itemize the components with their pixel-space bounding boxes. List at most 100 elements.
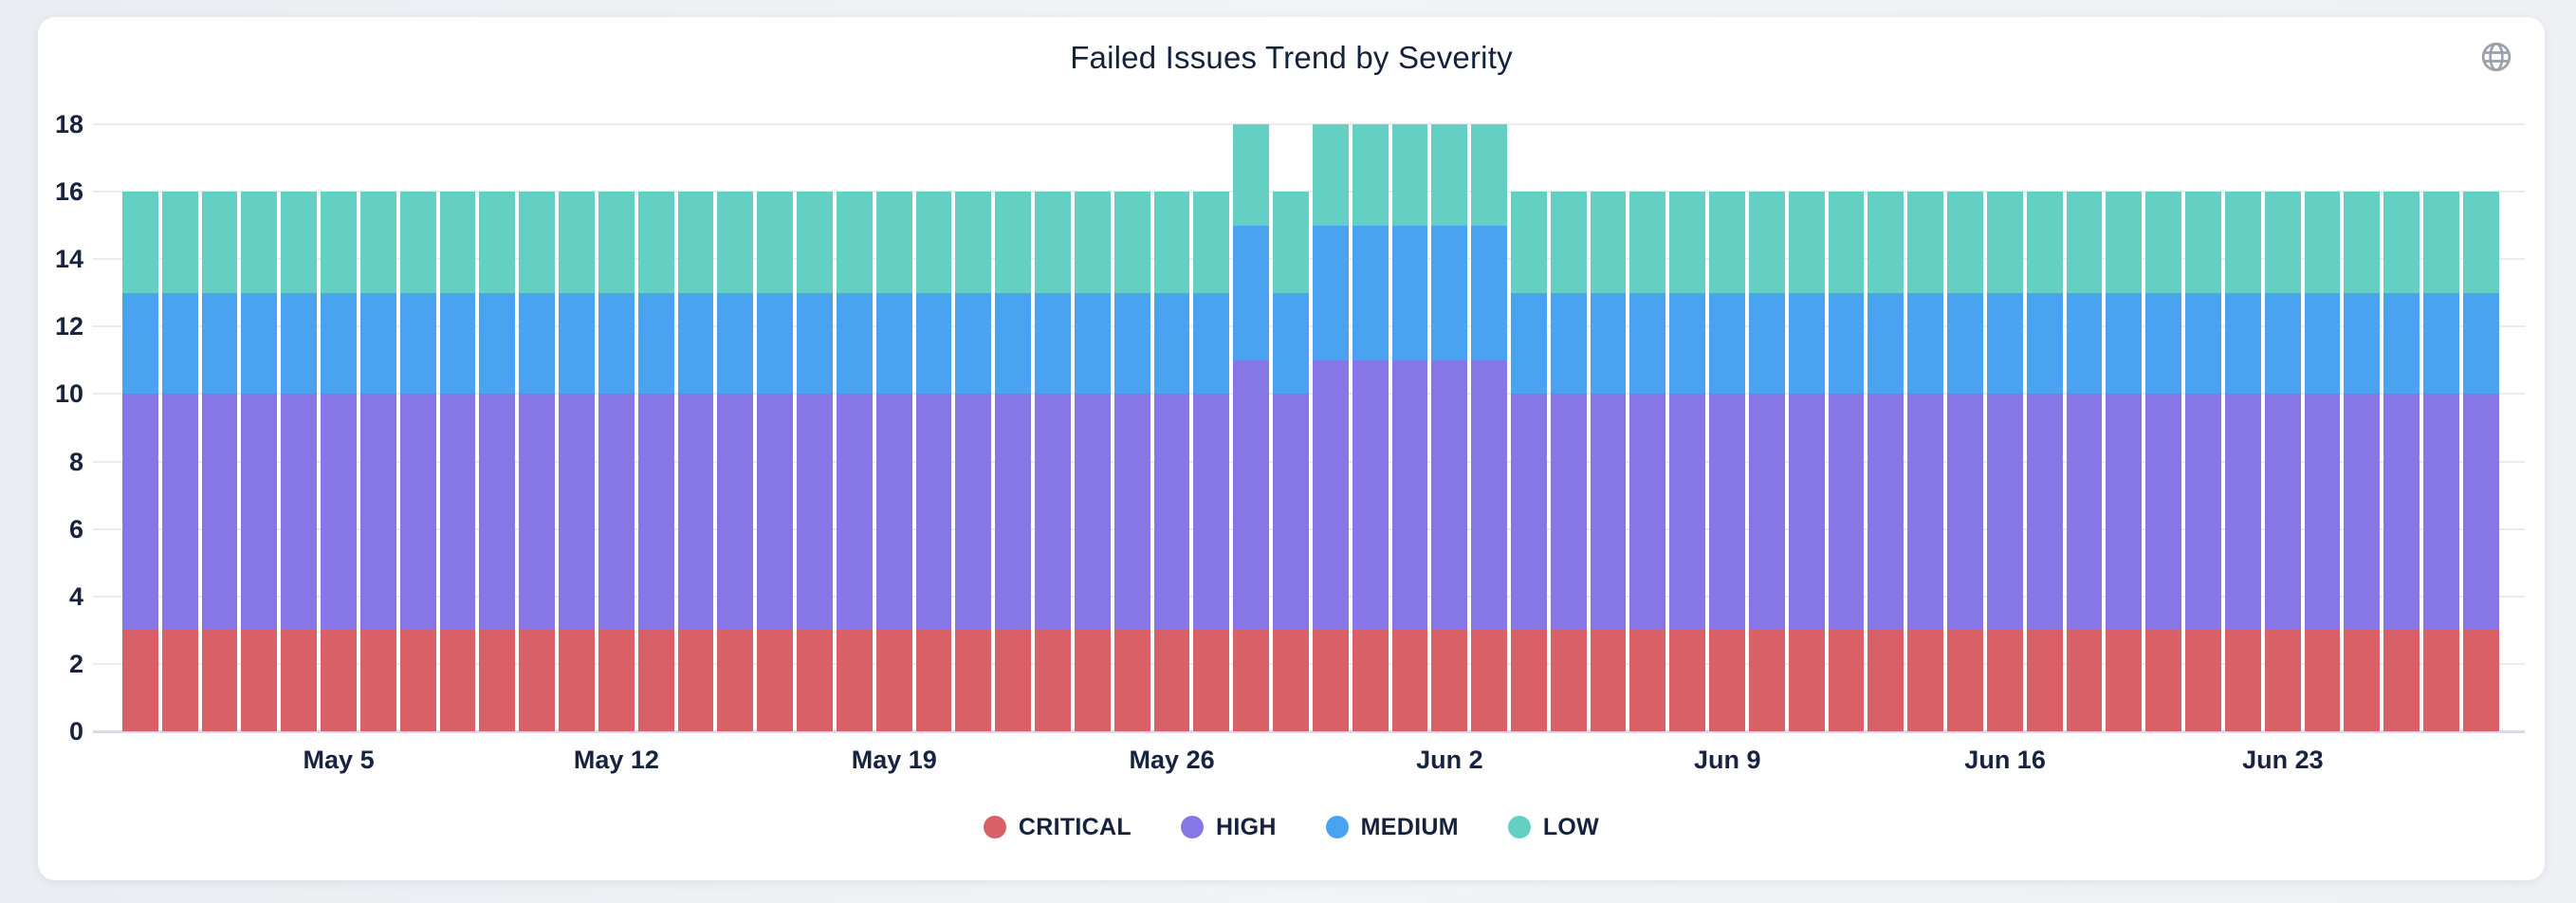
- bar-segment-medium[interactable]: [1510, 292, 1547, 395]
- bar-segment-low[interactable]: [201, 192, 238, 293]
- bar-segment-medium[interactable]: [1868, 292, 1904, 395]
- bar-segment-medium[interactable]: [1193, 292, 1230, 395]
- bar-segment-critical[interactable]: [875, 630, 912, 731]
- bar-segment-critical[interactable]: [1273, 630, 1309, 731]
- bar-segment-critical[interactable]: [281, 630, 318, 731]
- bar-segment-low[interactable]: [439, 192, 476, 293]
- bar-segment-low[interactable]: [717, 192, 754, 293]
- bar-segment-medium[interactable]: [1074, 292, 1111, 395]
- bar-segment-low[interactable]: [875, 192, 912, 293]
- bar[interactable]: [1074, 192, 1111, 731]
- bar-segment-critical[interactable]: [2224, 630, 2261, 731]
- bar-segment-low[interactable]: [915, 192, 952, 293]
- bar[interactable]: [281, 192, 318, 731]
- bar-segment-medium[interactable]: [321, 292, 357, 395]
- bar-segment-medium[interactable]: [2224, 292, 2261, 395]
- bar-segment-critical[interactable]: [2145, 630, 2182, 731]
- bar-segment-high[interactable]: [995, 394, 1032, 631]
- bar-segment-medium[interactable]: [1669, 292, 1706, 395]
- bar-segment-low[interactable]: [559, 192, 595, 293]
- bar[interactable]: [995, 192, 1032, 731]
- bar-segment-critical[interactable]: [399, 630, 436, 731]
- bar[interactable]: [359, 192, 396, 731]
- bar[interactable]: [1868, 192, 1904, 731]
- bar[interactable]: [1748, 192, 1785, 731]
- bar-segment-medium[interactable]: [1273, 292, 1309, 395]
- bar-segment-low[interactable]: [1233, 124, 1270, 226]
- bar[interactable]: [479, 192, 516, 731]
- bar[interactable]: [2462, 192, 2499, 731]
- bar-segment-high[interactable]: [1709, 394, 1745, 631]
- bar-segment-low[interactable]: [1113, 192, 1150, 293]
- bar[interactable]: [1986, 192, 2023, 731]
- bar-segment-high[interactable]: [1273, 394, 1309, 631]
- bar[interactable]: [2344, 192, 2381, 731]
- bar-segment-medium[interactable]: [757, 292, 794, 395]
- bar-segment-low[interactable]: [281, 192, 318, 293]
- bar-segment-medium[interactable]: [1550, 292, 1587, 395]
- bar-segment-medium[interactable]: [1947, 292, 1983, 395]
- bar-segment-low[interactable]: [1471, 124, 1507, 226]
- bar-segment-low[interactable]: [241, 192, 278, 293]
- bar-segment-critical[interactable]: [2423, 630, 2459, 731]
- bar-segment-high[interactable]: [519, 394, 556, 631]
- bar-segment-medium[interactable]: [1748, 292, 1785, 395]
- bar[interactable]: [1431, 124, 1468, 731]
- bar-segment-medium[interactable]: [2026, 292, 2063, 395]
- bar-segment-high[interactable]: [637, 394, 674, 631]
- bar-segment-high[interactable]: [677, 394, 714, 631]
- bar[interactable]: [1550, 192, 1587, 731]
- bar-segment-medium[interactable]: [2304, 292, 2341, 395]
- bar-segment-critical[interactable]: [1233, 630, 1270, 731]
- bar-segment-high[interactable]: [1510, 394, 1547, 631]
- bar-segment-low[interactable]: [1550, 192, 1587, 293]
- bar-segment-critical[interactable]: [1352, 630, 1389, 731]
- bar[interactable]: [1035, 192, 1071, 731]
- bar-segment-medium[interactable]: [1907, 292, 1944, 395]
- bar-segment-high[interactable]: [359, 394, 396, 631]
- bar-segment-critical[interactable]: [479, 630, 516, 731]
- bar-segment-medium[interactable]: [1629, 292, 1666, 395]
- bar-segment-low[interactable]: [1986, 192, 2023, 293]
- bar-segment-critical[interactable]: [797, 630, 833, 731]
- bar-segment-high[interactable]: [915, 394, 952, 631]
- bar-segment-medium[interactable]: [995, 292, 1032, 395]
- bar-segment-low[interactable]: [2462, 192, 2499, 293]
- bar-segment-high[interactable]: [1113, 394, 1150, 631]
- bar[interactable]: [241, 192, 278, 731]
- bar-segment-critical[interactable]: [1113, 630, 1150, 731]
- bar-segment-medium[interactable]: [1391, 225, 1428, 360]
- bar-segment-critical[interactable]: [1868, 630, 1904, 731]
- bar-segment-low[interactable]: [677, 192, 714, 293]
- bar-segment-medium[interactable]: [1828, 292, 1865, 395]
- bar[interactable]: [161, 192, 198, 731]
- bar-segment-critical[interactable]: [2026, 630, 2063, 731]
- bar-segment-high[interactable]: [2185, 394, 2221, 631]
- bar-segment-high[interactable]: [1471, 359, 1507, 631]
- bar-segment-high[interactable]: [2224, 394, 2261, 631]
- bar[interactable]: [2066, 192, 2103, 731]
- bar-segment-high[interactable]: [955, 394, 992, 631]
- bar-segment-critical[interactable]: [598, 630, 635, 731]
- bar[interactable]: [2026, 192, 2063, 731]
- bar[interactable]: [1629, 192, 1666, 731]
- bar-segment-critical[interactable]: [519, 630, 556, 731]
- bar-segment-low[interactable]: [2423, 192, 2459, 293]
- bar-segment-low[interactable]: [797, 192, 833, 293]
- bar[interactable]: [1828, 192, 1865, 731]
- legend-item-high[interactable]: HIGH: [1180, 814, 1277, 841]
- bar-segment-low[interactable]: [519, 192, 556, 293]
- bar[interactable]: [1907, 192, 1944, 731]
- bar-segment-low[interactable]: [2304, 192, 2341, 293]
- bar-segment-critical[interactable]: [439, 630, 476, 731]
- bar-segment-critical[interactable]: [201, 630, 238, 731]
- bar[interactable]: [2145, 192, 2182, 731]
- bar-segment-high[interactable]: [439, 394, 476, 631]
- bar-segment-high[interactable]: [2344, 394, 2381, 631]
- bar-segment-low[interactable]: [1352, 124, 1389, 226]
- bar-segment-medium[interactable]: [559, 292, 595, 395]
- bar-segment-high[interactable]: [1233, 359, 1270, 631]
- bar-segment-medium[interactable]: [2106, 292, 2143, 395]
- bar-segment-low[interactable]: [1947, 192, 1983, 293]
- bar[interactable]: [1352, 124, 1389, 731]
